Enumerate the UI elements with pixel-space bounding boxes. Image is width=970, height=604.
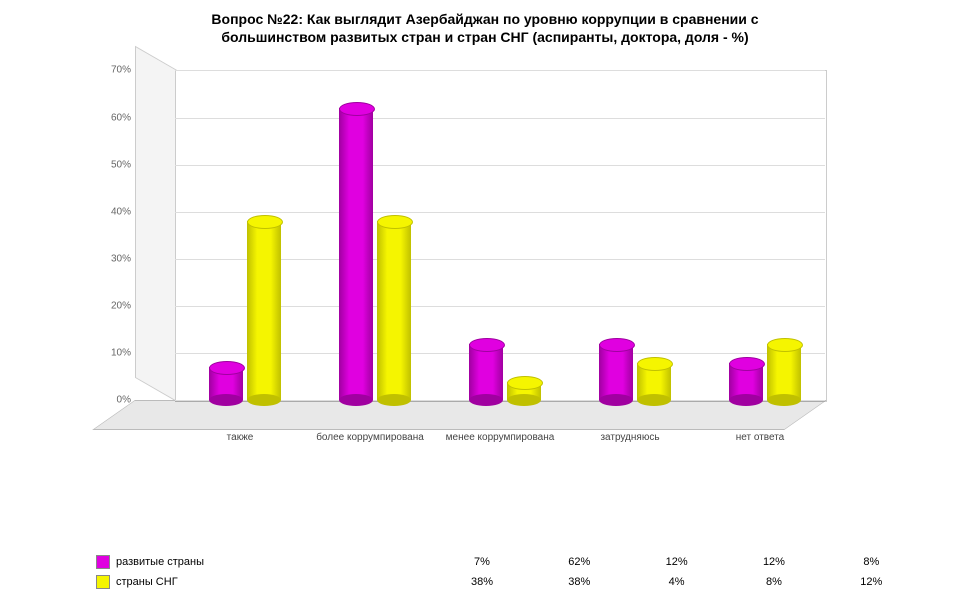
legend-data-table: развитые страны7%62%12%12%8%страны СНГ38… <box>90 552 920 592</box>
gridline <box>175 165 825 166</box>
bar-cylinder <box>729 363 763 401</box>
bar-cylinder <box>377 221 411 400</box>
legend-series-name: развитые страны <box>116 556 204 568</box>
table-cell: 8% <box>823 552 920 572</box>
bar-cylinder <box>767 344 801 401</box>
chart-title-line1: Вопрос №22: Как выглядит Азербайджан по … <box>211 11 758 27</box>
table-cell: 38% <box>531 572 628 592</box>
y-tick-label: 20% <box>105 301 131 312</box>
table-cell: 62% <box>531 552 628 572</box>
bar-cylinder <box>247 221 281 400</box>
table-cell: 12% <box>725 552 822 572</box>
y-tick-label: 50% <box>105 159 131 170</box>
chart-title-line2: большинством развитых стран и стран СНГ … <box>221 29 748 45</box>
bar-cylinder <box>599 344 633 401</box>
y-tick-label: 40% <box>105 206 131 217</box>
table-cell: 4% <box>628 572 725 592</box>
bar-cylinder <box>507 382 541 401</box>
y-tick-label: 30% <box>105 253 131 264</box>
gridline <box>175 118 825 119</box>
bar-cylinder <box>209 367 243 400</box>
y-tick-label: 0% <box>105 395 131 406</box>
legend-swatch <box>96 555 110 569</box>
category-label: затрудняюсь <box>570 432 690 444</box>
category-label: нет ответа <box>700 432 820 444</box>
y-tick-label: 70% <box>105 65 131 76</box>
legend-swatch <box>96 575 110 589</box>
chart-area: 0% 10% 20% 30% 40% 50% 60% 70% также более корру… <box>105 60 865 460</box>
gridline <box>175 70 825 71</box>
legend-series-label: развитые страны <box>90 552 433 572</box>
bar-cylinder <box>339 108 373 400</box>
bar-cylinder <box>469 344 503 401</box>
table-cell: 12% <box>628 552 725 572</box>
gridline <box>175 212 825 213</box>
category-label: более коррумпирована <box>310 432 430 444</box>
table-cell: 7% <box>433 552 530 572</box>
category-label: также <box>180 432 300 444</box>
table-cell: 12% <box>823 572 920 592</box>
chart-side-wall <box>135 46 177 402</box>
y-tick-label: 10% <box>105 348 131 359</box>
legend-series-label: страны СНГ <box>90 572 433 592</box>
category-label: менее коррумпирована <box>440 432 560 444</box>
table-cell: 8% <box>725 572 822 592</box>
table-cell: 38% <box>433 572 530 592</box>
y-tick-label: 60% <box>105 112 131 123</box>
bar-cylinder <box>637 363 671 401</box>
legend-series-name: страны СНГ <box>116 576 178 588</box>
chart-floor <box>92 400 827 430</box>
